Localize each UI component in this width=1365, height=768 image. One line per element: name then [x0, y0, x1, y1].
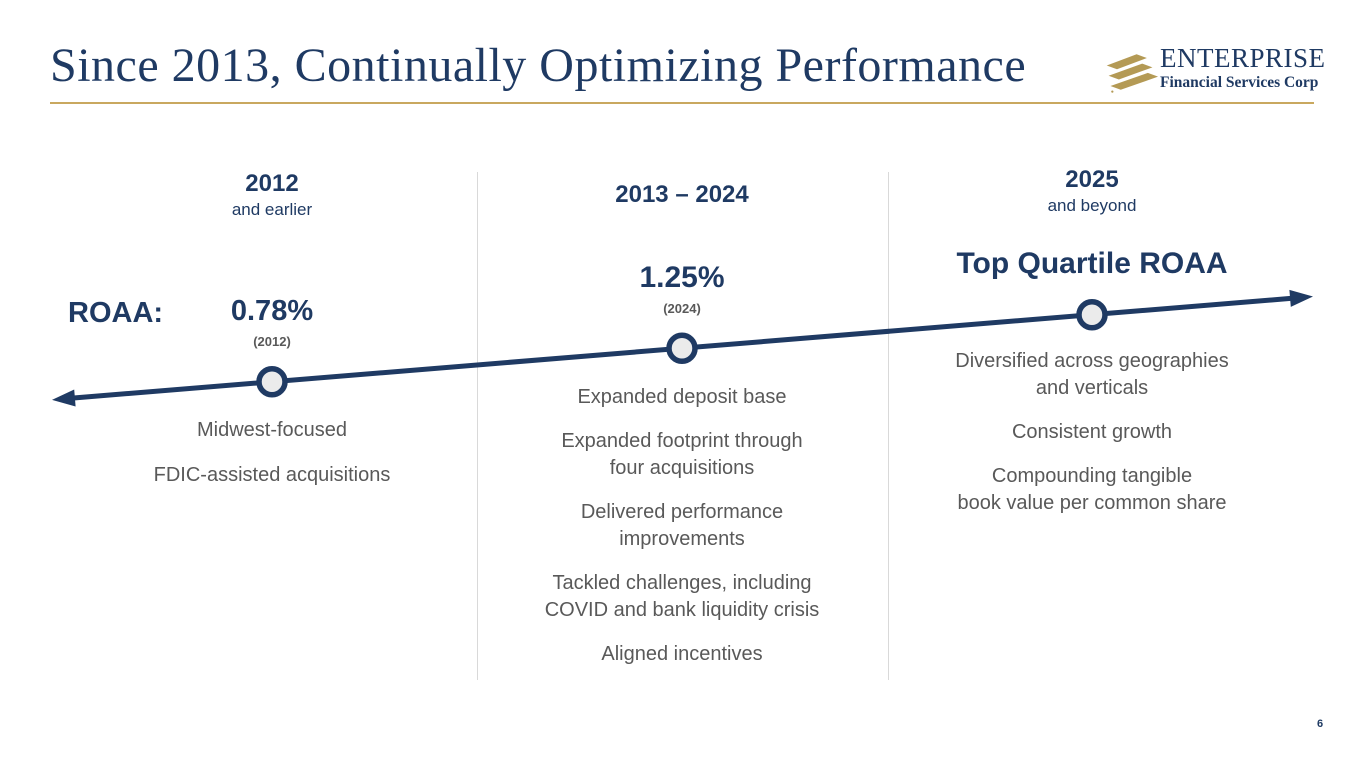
list-item: Midwest-focused: [196, 419, 348, 441]
roaa-value-2025: Top Quartile ROAA: [912, 247, 1272, 281]
column-divider-left: [477, 172, 478, 680]
title-underline: [50, 102, 1314, 104]
timeline-marker-2025: [1076, 298, 1108, 331]
column-header-2025: 2025 and beyond: [932, 166, 1252, 216]
list-item: Tackled challenges, including COVID and …: [544, 572, 820, 621]
logo-tagline: Financial Services Corp: [1160, 74, 1319, 91]
column-divider-right: [888, 172, 889, 680]
timeline-marker-2012: [256, 365, 288, 398]
slide-title: Since 2013, Continually Optimizing Perfo…: [50, 39, 1027, 92]
enterprise-stripes-icon: [1106, 54, 1159, 93]
column-items-2013-2024: Expanded deposit base Expanded footprint…: [507, 384, 857, 668]
column-header-2013-2024: 2013 – 2024: [522, 181, 842, 209]
column-items-2012: Midwest-focused FDIC-assisted acquisitio…: [97, 417, 447, 489]
timeline-right-arrowhead-icon: [1289, 289, 1313, 307]
list-item: Diversified across geographies and verti…: [955, 350, 1229, 399]
list-item: Aligned incentives: [601, 643, 763, 665]
period-label: 2013 – 2024: [615, 181, 749, 208]
roaa-value-year-note: (2012): [253, 334, 291, 349]
column-items-2025: Diversified across geographies and verti…: [917, 348, 1267, 517]
roaa-goal-label: Top Quartile ROAA: [956, 247, 1228, 280]
list-item: FDIC-assisted acquisitions: [153, 464, 391, 486]
list-item: Delivered performance improvements: [580, 501, 784, 550]
roaa-value-year-note: (2024): [663, 301, 701, 316]
period-note: and earlier: [231, 200, 313, 219]
list-item: Expanded footprint through four acquisit…: [561, 430, 803, 479]
period-label: 2025: [1065, 166, 1119, 193]
period-label: 2012: [245, 170, 299, 197]
column-header-2012: 2012 and earlier: [112, 170, 432, 220]
period-note: and beyond: [1047, 196, 1137, 215]
list-item: Expanded deposit base: [577, 386, 787, 408]
list-item: Compounding tangible book value per comm…: [957, 465, 1227, 514]
roaa-value-2012: 0.78% (2012): [112, 295, 432, 349]
logo-company-name: ENTERPRISE: [1160, 43, 1326, 73]
roaa-percentage: 0.78%: [230, 295, 314, 327]
page-number: 6: [1317, 718, 1324, 730]
timeline-left-arrowhead-icon: [52, 389, 76, 407]
logo-text: ENTERPRISE Financial Services Corp: [1160, 44, 1365, 92]
list-item: Consistent growth: [1011, 421, 1173, 443]
timeline-marker-2013-2024: [666, 332, 698, 364]
roaa-percentage: 1.25%: [639, 261, 725, 294]
roaa-value-2024: 1.25% (2024): [522, 261, 842, 316]
